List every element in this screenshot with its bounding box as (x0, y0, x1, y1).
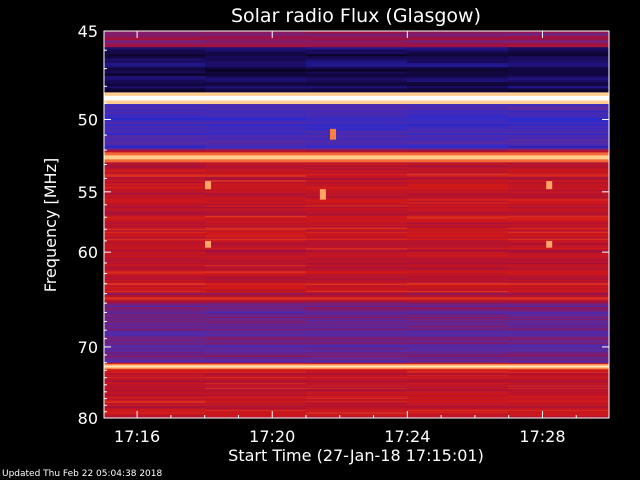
y-tick-label: 60 (78, 243, 98, 262)
burst-event (546, 240, 553, 248)
spectrogram-background (104, 31, 610, 419)
x-tick-label: 17:20 (249, 427, 295, 446)
x-axis-title: Start Time (27-Jan-18 17:15:01) (228, 446, 484, 465)
bright-band (104, 365, 609, 368)
plot-frame (103, 30, 610, 419)
x-tick-label: 17:16 (114, 427, 160, 446)
y-tick-label: 55 (78, 183, 98, 202)
updated-timestamp: Updated Thu Feb 22 05:04:38 2018 (2, 469, 163, 479)
bright-band (104, 155, 609, 160)
y-tick-label: 50 (78, 110, 98, 129)
spectrogram-plot-area (103, 30, 610, 419)
x-tick-label: 17:24 (384, 427, 430, 446)
bright-band (104, 95, 609, 101)
y-tick-label: 80 (78, 409, 98, 428)
burst-event (546, 181, 553, 190)
bright-band (104, 297, 609, 300)
y-axis-title: Frequency [MHz] (41, 158, 60, 292)
axis-ticks: 45 50 55 60 70 80 17:16 17:20 17:24 17:28 (78, 22, 609, 446)
burst-event (319, 189, 326, 200)
x-tick-label: 17:28 (519, 427, 565, 446)
chart-title: Solar radio Flux (Glasgow) (231, 5, 481, 27)
y-tick-label: 70 (78, 338, 98, 357)
burst-event (330, 128, 337, 140)
burst-event (205, 240, 212, 248)
burst-event (205, 181, 212, 190)
y-tick-label: 45 (78, 22, 98, 41)
